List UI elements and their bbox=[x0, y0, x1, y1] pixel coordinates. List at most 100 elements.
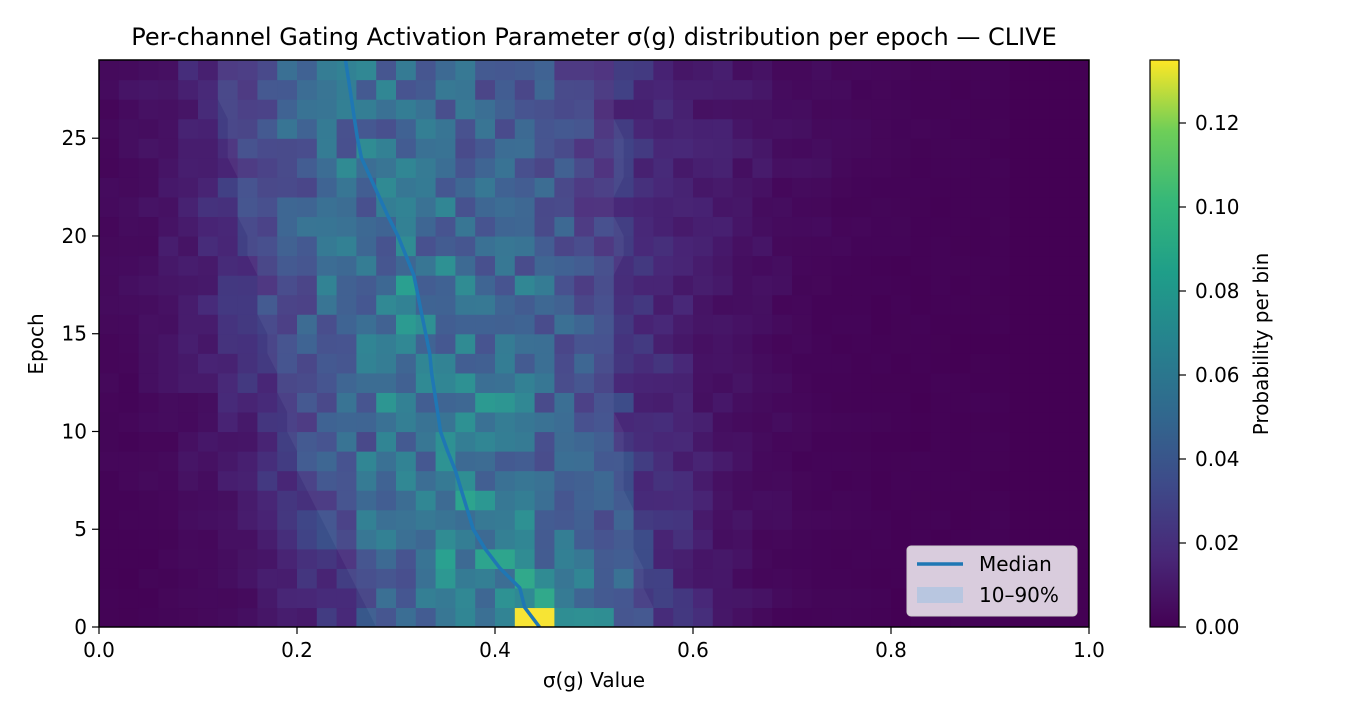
heatmap-cell bbox=[237, 411, 258, 433]
heatmap-cell bbox=[1029, 255, 1050, 276]
heatmap-cell bbox=[990, 99, 1011, 120]
heatmap-cell bbox=[316, 548, 338, 569]
heatmap-cell bbox=[990, 451, 1011, 472]
heatmap-cell bbox=[514, 138, 536, 159]
heatmap-cell bbox=[316, 255, 338, 276]
heatmap-cell bbox=[217, 157, 239, 178]
heatmap-cell bbox=[336, 529, 357, 550]
heatmap-cell bbox=[594, 509, 615, 530]
heatmap-cell bbox=[752, 79, 773, 100]
heatmap-cell bbox=[376, 79, 397, 100]
heatmap-cell bbox=[653, 79, 674, 100]
heatmap-cell bbox=[495, 392, 516, 413]
heatmap-cell bbox=[910, 118, 932, 139]
heatmap-cell bbox=[673, 392, 694, 413]
heatmap-cell bbox=[198, 333, 219, 354]
heatmap-cell bbox=[336, 333, 357, 354]
heatmap-cell bbox=[336, 451, 357, 472]
heatmap-cell bbox=[831, 314, 852, 335]
heatmap-cell bbox=[811, 607, 833, 627]
heatmap-cell bbox=[356, 275, 377, 296]
heatmap-cell bbox=[158, 490, 179, 511]
heatmap-cell bbox=[574, 177, 595, 198]
heatmap-cell bbox=[198, 587, 219, 609]
heatmap-cell bbox=[752, 255, 773, 276]
heatmap-cell bbox=[891, 275, 912, 296]
heatmap-cell bbox=[930, 314, 951, 335]
heatmap-cell bbox=[574, 431, 595, 452]
heatmap-cell bbox=[237, 333, 258, 354]
heatmap-cell bbox=[118, 333, 140, 354]
heatmap-cell bbox=[1029, 157, 1050, 178]
heatmap-cell bbox=[950, 138, 971, 159]
heatmap-cell bbox=[970, 470, 991, 491]
heatmap-cell bbox=[198, 548, 219, 569]
heatmap-cell bbox=[99, 216, 120, 237]
heatmap-cell bbox=[950, 490, 971, 511]
heatmap-cell bbox=[693, 529, 714, 550]
heatmap-cell bbox=[455, 548, 476, 569]
heatmap-cell bbox=[316, 568, 338, 589]
heatmap-cell bbox=[732, 99, 753, 120]
heatmap-cell bbox=[455, 333, 476, 354]
heatmap-cell bbox=[99, 294, 120, 315]
heatmap-cell bbox=[99, 548, 120, 569]
heatmap-cell bbox=[574, 392, 595, 413]
heatmap-cell bbox=[653, 353, 674, 374]
heatmap-cell bbox=[554, 157, 575, 178]
heatmap-cell bbox=[970, 392, 991, 413]
heatmap-cell bbox=[514, 196, 536, 218]
x-axis: 0.0 0.2 0.4 0.6 0.8 1.0 bbox=[83, 627, 1105, 662]
heatmap-cell bbox=[415, 79, 437, 100]
heatmap-cell bbox=[811, 99, 833, 120]
heatmap-cell bbox=[1049, 392, 1070, 413]
heatmap-cell bbox=[435, 235, 456, 257]
heatmap-cell bbox=[316, 157, 338, 178]
heatmap-cell bbox=[237, 255, 258, 276]
heatmap-cell bbox=[455, 216, 476, 237]
heatmap-cell bbox=[1049, 138, 1070, 159]
heatmap-cell bbox=[811, 372, 833, 393]
heatmap-cell bbox=[574, 490, 595, 511]
y-tick-label: 25 bbox=[62, 126, 87, 150]
heatmap-cell bbox=[178, 216, 199, 237]
heatmap-cell bbox=[1049, 529, 1070, 550]
heatmap-cell bbox=[514, 255, 536, 276]
heatmap-cell bbox=[673, 548, 694, 569]
heatmap-cell bbox=[495, 216, 516, 237]
heatmap-cell bbox=[752, 353, 773, 374]
heatmap-cell bbox=[277, 99, 298, 120]
heatmap-cell bbox=[1069, 235, 1089, 257]
heatmap-cell bbox=[158, 587, 179, 609]
heatmap-cell bbox=[554, 529, 575, 550]
heatmap-cell bbox=[495, 509, 516, 530]
heatmap-cell bbox=[693, 79, 714, 100]
heatmap-cell bbox=[257, 587, 278, 609]
heatmap-cell bbox=[415, 255, 437, 276]
heatmap-cell bbox=[653, 431, 674, 452]
heatmap-cell bbox=[178, 118, 199, 139]
heatmap-cell bbox=[990, 470, 1011, 491]
heatmap-cell bbox=[376, 470, 397, 491]
heatmap-cell bbox=[376, 607, 397, 627]
heatmap-cell bbox=[772, 255, 793, 276]
heatmap-cell bbox=[930, 275, 951, 296]
heatmap-cell bbox=[732, 196, 753, 218]
heatmap-cell bbox=[475, 392, 496, 413]
heatmap-cell bbox=[277, 157, 298, 178]
heatmap-cell bbox=[910, 138, 932, 159]
heatmap-cell bbox=[495, 529, 516, 550]
heatmap-cell bbox=[257, 392, 278, 413]
heatmap-cell bbox=[891, 333, 912, 354]
heatmap-cell bbox=[712, 60, 734, 81]
heatmap-cell bbox=[237, 587, 258, 609]
heatmap-cell bbox=[970, 411, 991, 433]
heatmap-cell bbox=[396, 451, 417, 472]
heatmap-cell bbox=[910, 99, 932, 120]
heatmap-cell bbox=[712, 294, 734, 315]
heatmap-cell bbox=[455, 529, 476, 550]
heatmap-cell bbox=[851, 333, 872, 354]
heatmap-cell bbox=[910, 451, 932, 472]
heatmap-cell bbox=[673, 275, 694, 296]
